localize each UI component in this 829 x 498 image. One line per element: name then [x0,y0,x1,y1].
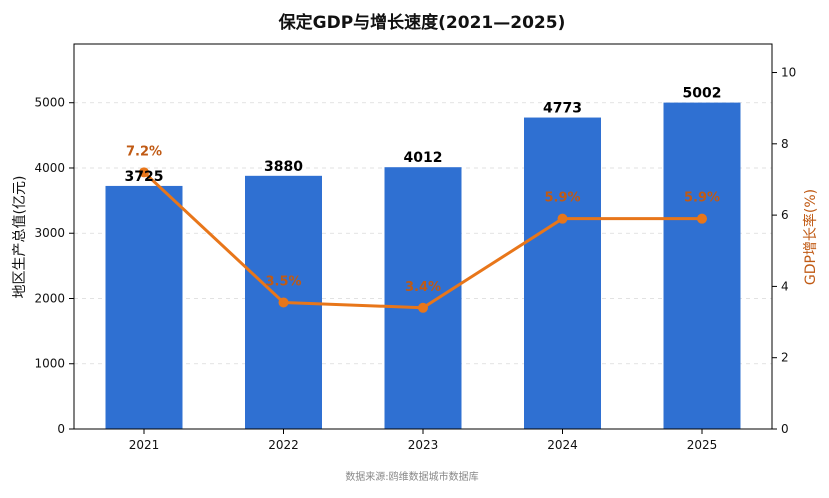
bar-value-label: 3725 [125,169,164,185]
left-axis: 0 1000 2000 3000 4000 5000 [34,96,74,436]
bar-value-label: 3880 [264,159,303,175]
bar-value-label: 5002 [683,86,722,102]
right-axis-tick-label: 2 [781,351,789,365]
line-value-label: 5.9% [544,191,580,206]
left-axis-tick-label: 2000 [34,291,65,305]
left-axis-tick-label: 0 [57,422,65,436]
chart-title: 保定GDP与增长速度(2021—2025) [278,12,566,33]
line-point [139,167,149,178]
line-value-labels: 7.2% 3.5% 3.4% 5.9% 5.9% [126,144,720,294]
right-axis-tick-label: 8 [781,137,789,151]
right-axis-tick-label: 0 [781,422,789,436]
right-axis-tick-label: 4 [781,279,789,293]
line-point [278,297,289,308]
line-point [418,302,428,313]
x-axis-tick-label: 2024 [547,438,578,452]
bar-value-labels: 3725 3880 4012 4773 5002 [125,86,722,185]
right-axis-tick-label: 6 [781,208,789,222]
bar-value-label: 4012 [404,150,443,166]
bar-value-label: 4773 [543,101,582,117]
right-axis: 0 2 4 6 8 10 [772,66,796,436]
left-axis-title: 地区生产总值(亿元) [12,176,28,299]
x-axis-tick-label: 2021 [129,438,160,452]
right-axis-title: GDP增长率(%) [802,189,819,285]
line-value-label: 7.2% [126,144,162,159]
line-value-label: 3.5% [265,274,301,289]
left-axis-tick-label: 4000 [34,161,65,175]
line-point [557,213,568,224]
line-value-label: 3.4% [405,280,441,295]
line-series [139,167,707,313]
bar [524,117,601,429]
line-point [697,213,707,224]
bar [105,185,183,429]
bar [384,167,462,429]
bar-series [105,102,741,430]
line-value-label: 5.9% [684,191,720,206]
x-axis-tick-label: 2022 [268,438,299,452]
bar [663,102,741,430]
chart-footer-source: 数据来源:鸥维数据城市数据库 [345,470,478,483]
left-axis-tick-label: 3000 [34,226,65,240]
x-axis: 2021 2022 2023 2024 2025 [129,429,718,452]
left-axis-tick-label: 5000 [34,96,65,110]
right-axis-tick-label: 10 [781,66,796,80]
x-axis-tick-label: 2025 [687,438,718,452]
x-axis-tick-label: 2023 [408,438,439,452]
left-axis-tick-label: 1000 [34,357,65,371]
